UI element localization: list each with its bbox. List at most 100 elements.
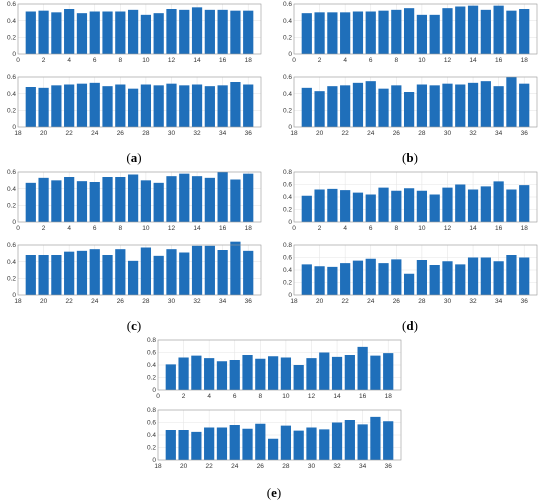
x-tick-label: 24 xyxy=(91,130,99,137)
bar xyxy=(179,173,190,222)
x-tick-label: 2 xyxy=(182,393,186,400)
bar xyxy=(178,430,189,460)
bar xyxy=(76,250,88,295)
x-tick-label: 16 xyxy=(219,225,227,232)
y-tick-label: 0.2 xyxy=(147,445,156,452)
axes-box xyxy=(17,244,262,296)
x-tick-label: 20 xyxy=(40,298,48,305)
bar xyxy=(391,9,402,55)
bar xyxy=(204,9,215,55)
bar xyxy=(165,430,176,460)
x-tick-label: 30 xyxy=(444,130,452,137)
bar xyxy=(370,355,381,390)
bar xyxy=(102,11,113,54)
bar xyxy=(370,416,381,460)
x-tick-label: 18 xyxy=(245,225,253,232)
x-tick-label: 36 xyxy=(385,463,393,470)
x-tick-label: 26 xyxy=(393,130,401,137)
bar xyxy=(166,9,177,54)
bar xyxy=(38,177,49,222)
x-tick-label: 6 xyxy=(93,225,97,232)
bar xyxy=(416,260,428,295)
y-tick-label: 0.4 xyxy=(283,267,292,274)
bar xyxy=(64,177,75,222)
bar xyxy=(416,14,428,55)
caption-b: (b) xyxy=(402,150,418,165)
bar xyxy=(429,14,440,55)
x-tick-label: 18 xyxy=(385,393,393,400)
bar xyxy=(391,85,402,127)
x-tick-label: 20 xyxy=(180,463,188,470)
x-tick-label: 8 xyxy=(259,393,263,400)
caption-d: (d) xyxy=(402,318,418,333)
bar xyxy=(38,10,49,54)
y-tick-label: 0.8 xyxy=(147,407,156,414)
x-tick-label: 18 xyxy=(290,130,298,137)
bar xyxy=(89,182,100,222)
bar xyxy=(166,249,177,295)
x-tick-label: 26 xyxy=(257,463,265,470)
bar xyxy=(506,10,517,54)
y-tick-label: 0 xyxy=(288,219,292,226)
x-tick-label: 0 xyxy=(292,225,296,232)
bar xyxy=(242,428,253,460)
y-tick-label: 0 xyxy=(152,387,156,394)
axes-box xyxy=(17,3,262,55)
y-tick-label: 0.2 xyxy=(283,108,292,115)
bar xyxy=(340,85,351,127)
bar xyxy=(204,427,215,460)
bar xyxy=(301,264,312,295)
x-tick-label: 14 xyxy=(193,57,201,64)
y-tick-label: 0.2 xyxy=(7,35,16,42)
bar xyxy=(331,356,343,390)
y-tick-label: 0.8 xyxy=(147,337,156,344)
x-tick-label: 8 xyxy=(395,57,399,64)
bar xyxy=(89,11,100,54)
y-tick-label: 0.6 xyxy=(283,255,292,262)
bar xyxy=(429,194,440,222)
y-tick-label: 0.6 xyxy=(147,350,156,357)
bar xyxy=(140,180,152,222)
bar xyxy=(293,365,304,390)
bar xyxy=(403,273,415,295)
bar xyxy=(64,9,75,54)
y-tick-label: 0.4 xyxy=(7,259,16,266)
bar xyxy=(352,192,364,222)
x-tick-label: 32 xyxy=(193,130,201,137)
subplot-c-2: 18 20 22 24 26 28 30 32 34 36 0 0.2 0.4 0.6 xyxy=(7,241,262,305)
subplot-b-2: 18 20 22 24 26 28 30 32 34 36 0 0.2 0.4 0.6 xyxy=(283,74,538,137)
bar xyxy=(357,346,368,390)
x-tick-label: 36 xyxy=(521,298,529,305)
bar xyxy=(301,87,312,127)
x-tick-label: 0 xyxy=(16,57,20,64)
bar xyxy=(217,172,228,222)
bar xyxy=(76,13,88,54)
x-tick-label: 14 xyxy=(469,57,477,64)
bar xyxy=(280,425,292,460)
bar xyxy=(191,355,202,390)
bar xyxy=(64,251,75,295)
bar xyxy=(51,85,62,127)
bar xyxy=(365,194,376,222)
bar xyxy=(217,9,228,55)
subplot-a-2: 18 20 22 24 26 28 30 32 34 36 0 0.2 0.4 0.6 xyxy=(7,74,262,137)
bar xyxy=(378,263,389,295)
x-tick-label: 26 xyxy=(393,298,401,305)
bar xyxy=(314,189,325,222)
bar xyxy=(442,187,453,222)
x-tick-label: 6 xyxy=(93,57,97,64)
x-tick-label: 12 xyxy=(444,57,452,64)
x-tick-label: 28 xyxy=(282,463,290,470)
bar xyxy=(204,177,215,222)
bar xyxy=(480,81,491,127)
x-tick-label: 14 xyxy=(333,393,341,400)
bar xyxy=(383,421,394,460)
bar xyxy=(314,91,325,127)
bar xyxy=(327,12,338,55)
x-tick-label: 18 xyxy=(245,57,253,64)
bar xyxy=(519,185,530,222)
bar xyxy=(391,190,402,222)
bar xyxy=(442,261,453,295)
